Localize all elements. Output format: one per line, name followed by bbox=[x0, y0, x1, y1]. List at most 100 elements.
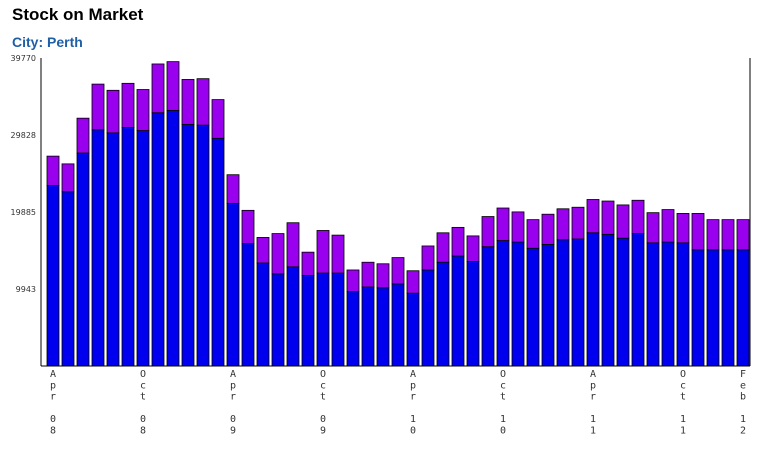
bar-segment-lower bbox=[556, 239, 570, 367]
bar-segment-lower bbox=[586, 232, 600, 367]
bar-segment-upper bbox=[271, 233, 285, 275]
bar-segment-upper bbox=[121, 82, 135, 128]
bar-segment-upper bbox=[61, 163, 75, 193]
bar-segment-lower bbox=[196, 124, 210, 367]
y-tick-label: 29828 bbox=[11, 131, 36, 140]
bar-segment-upper bbox=[481, 216, 495, 248]
bar-segment-lower bbox=[61, 191, 75, 367]
bar-segment-upper bbox=[556, 208, 570, 241]
bar-segment-lower bbox=[256, 262, 270, 367]
bar-segment-lower bbox=[691, 249, 705, 367]
y-tick-label: 9943 bbox=[16, 285, 36, 294]
bar-segment-lower bbox=[631, 233, 645, 367]
bar-segment-upper bbox=[241, 209, 255, 245]
bar-segment-lower bbox=[466, 261, 480, 367]
bar-segment-lower bbox=[346, 291, 360, 367]
bar-segment-lower bbox=[601, 233, 615, 367]
bar-segment-lower bbox=[301, 274, 315, 367]
bar-segment-lower bbox=[121, 127, 135, 367]
bar-segment-lower bbox=[226, 202, 240, 367]
bar-segment-upper bbox=[376, 263, 390, 289]
bar-segment-upper bbox=[691, 213, 705, 251]
bar-segment-lower bbox=[361, 286, 375, 367]
bar-segment-lower bbox=[91, 129, 105, 367]
bar-segment-lower bbox=[331, 272, 345, 367]
chart-title: Stock on Market bbox=[12, 5, 144, 24]
bar-segment-upper bbox=[286, 222, 300, 268]
bar-segment-lower bbox=[526, 247, 540, 367]
bar-segment-upper bbox=[301, 251, 315, 276]
bar-segment-lower bbox=[286, 266, 300, 367]
bar-segment-upper bbox=[526, 219, 540, 249]
bar-segment-upper bbox=[256, 237, 270, 264]
bar-segment-lower bbox=[571, 238, 585, 367]
bar-segment-lower bbox=[211, 137, 225, 367]
bar-segment-upper bbox=[91, 83, 105, 131]
bar-segment-upper bbox=[616, 204, 630, 239]
bar-segment-lower bbox=[496, 240, 510, 367]
bar-segment-lower bbox=[316, 272, 330, 367]
bar-segment-upper bbox=[661, 209, 675, 243]
bar-segment-lower bbox=[136, 130, 150, 367]
y-axis-ticks: 9943 19885 29828 39770 bbox=[11, 54, 36, 294]
bars-group bbox=[46, 61, 750, 367]
bar-segment-lower bbox=[76, 152, 90, 367]
bar-segment-lower bbox=[736, 249, 750, 367]
bar-segment-upper bbox=[361, 261, 375, 288]
bar-segment-upper bbox=[406, 270, 420, 294]
bar-segment-lower bbox=[481, 246, 495, 367]
bar-segment-upper bbox=[586, 199, 600, 234]
y-tick-label: 39770 bbox=[11, 54, 36, 63]
bar-segment-upper bbox=[106, 89, 120, 134]
bar-segment-upper bbox=[316, 230, 330, 274]
bar-segment-lower bbox=[406, 292, 420, 367]
bar-segment-upper bbox=[601, 200, 615, 235]
bar-segment-lower bbox=[106, 132, 120, 367]
bar-segment-upper bbox=[46, 155, 60, 186]
bar-segment-lower bbox=[721, 249, 735, 367]
bar-segment-lower bbox=[541, 244, 555, 367]
bar-segment-upper bbox=[496, 207, 510, 241]
bar-segment-lower bbox=[706, 249, 720, 367]
bar-segment-lower bbox=[436, 261, 450, 367]
bar-segment-lower bbox=[511, 241, 525, 367]
bar-segment-upper bbox=[331, 234, 345, 274]
bar-segment-upper bbox=[736, 219, 750, 251]
bar-segment-upper bbox=[676, 213, 690, 244]
bar-segment-lower bbox=[616, 237, 630, 367]
bar-segment-upper bbox=[166, 61, 180, 111]
bar-segment-lower bbox=[271, 273, 285, 367]
bar-segment-upper bbox=[466, 235, 480, 262]
bar-segment-upper bbox=[646, 212, 660, 244]
bar-segment-lower bbox=[166, 110, 180, 367]
bar-segment-upper bbox=[391, 257, 405, 285]
bar-segment-upper bbox=[436, 232, 450, 263]
bar-segment-upper bbox=[136, 89, 150, 131]
bar-segment-lower bbox=[241, 243, 255, 367]
bar-segment-lower bbox=[376, 287, 390, 367]
bar-segment-upper bbox=[421, 245, 435, 271]
bar-segment-upper bbox=[151, 63, 165, 114]
bar-segment-lower bbox=[661, 241, 675, 367]
bar-segment-lower bbox=[391, 283, 405, 367]
chart-subtitle: City: Perth bbox=[12, 34, 83, 50]
bar-segment-upper bbox=[541, 213, 555, 245]
bar-segment-upper bbox=[511, 211, 525, 243]
bar-segment-upper bbox=[76, 117, 90, 154]
bar-segment-lower bbox=[181, 123, 195, 367]
bar-segment-upper bbox=[181, 79, 195, 125]
bar-segment-upper bbox=[706, 219, 720, 251]
bar-segment-upper bbox=[226, 174, 240, 204]
bar-segment-lower bbox=[421, 269, 435, 367]
y-tick-label: 19885 bbox=[11, 208, 36, 217]
bar-segment-lower bbox=[646, 242, 660, 367]
